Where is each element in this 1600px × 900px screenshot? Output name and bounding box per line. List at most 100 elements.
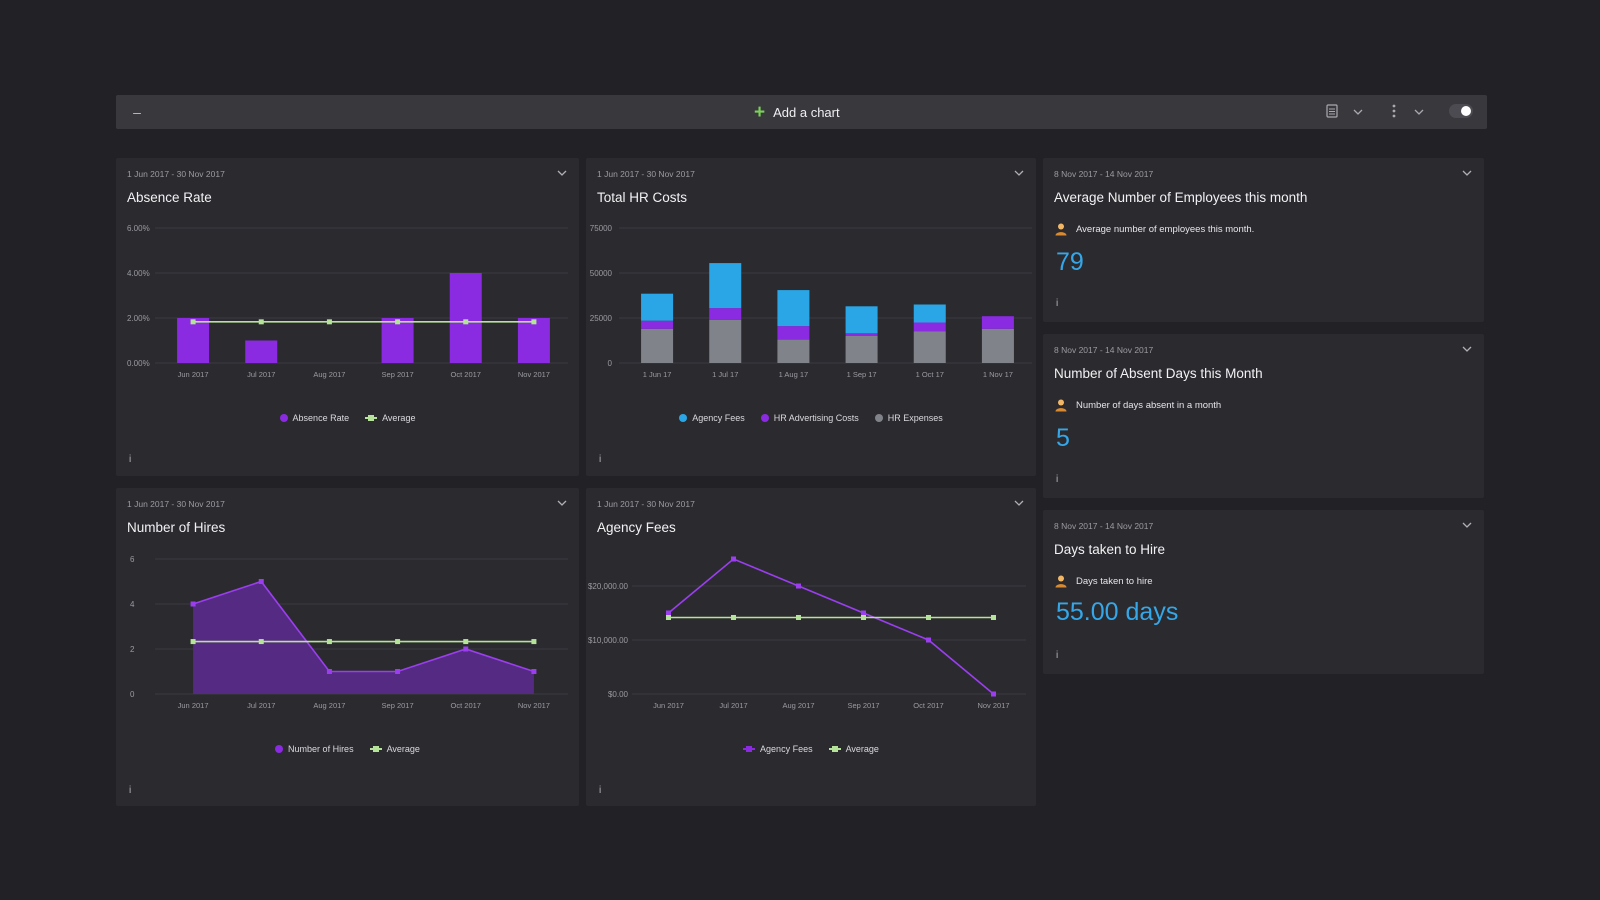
info-icon[interactable]: i <box>599 454 602 465</box>
document-icon[interactable] <box>1324 104 1340 120</box>
x-tick-label: Oct 2017 <box>451 701 481 710</box>
chevron-down-icon[interactable] <box>1013 497 1025 509</box>
date-range: 1 Jun 2017 - 30 Nov 2017 <box>597 169 695 179</box>
legend-label: HR Expenses <box>887 413 943 423</box>
info-icon[interactable]: i <box>129 785 132 796</box>
number-of-hires-card: 1 Jun 2017 - 30 Nov 2017 Number of Hires… <box>116 488 579 806</box>
card-title: Days taken to Hire <box>1054 542 1166 557</box>
absence-rate-bar <box>449 273 482 363</box>
toggle-switch[interactable] <box>1449 104 1473 118</box>
info-icon[interactable]: i <box>1056 474 1059 485</box>
card-title: Agency Fees <box>597 520 676 535</box>
chart-legend: Absence Rate Average <box>116 413 579 423</box>
agency-fees-point <box>666 610 671 616</box>
hr-advertising-costs-bar <box>845 333 878 336</box>
average-point <box>991 615 996 620</box>
legend-swatch <box>828 746 841 752</box>
more-vertical-icon[interactable] <box>1386 104 1402 120</box>
x-tick-label: Aug 2017 <box>313 701 345 710</box>
legend-item-average[interactable]: Average <box>369 744 420 754</box>
x-tick-label: Jun 2017 <box>178 701 209 710</box>
chart-legend: Agency Fees HR Advertising Costs HR Expe… <box>586 413 1036 423</box>
y-tick-label: 6.00% <box>127 224 150 233</box>
x-tick-label: Aug 2017 <box>313 370 345 379</box>
x-tick-label: Jul 2017 <box>247 701 275 710</box>
info-icon[interactable]: i <box>129 454 132 465</box>
x-tick-label: Nov 2017 <box>518 370 550 379</box>
chevron-down-icon[interactable] <box>556 167 568 179</box>
legend-item-agency-fees[interactable]: Agency Fees <box>679 413 745 423</box>
legend-item-hr-advertising-costs[interactable]: HR Advertising Costs <box>760 413 859 423</box>
x-tick-label: Nov 2017 <box>518 701 550 710</box>
x-tick-label: 1 Sep 17 <box>847 370 877 379</box>
legend-label: HR Advertising Costs <box>773 413 859 423</box>
agency-fees-point <box>731 556 736 562</box>
info-icon[interactable]: i <box>1056 650 1059 661</box>
average-point <box>926 615 931 620</box>
chevron-down-icon[interactable] <box>1013 167 1025 179</box>
legend-label: Average <box>845 744 879 754</box>
y-tick-label: 6 <box>130 555 135 564</box>
average-point <box>666 615 671 620</box>
y-tick-label: 50000 <box>590 269 613 278</box>
chevron-down-icon[interactable] <box>556 497 568 509</box>
date-range: 8 Nov 2017 - 14 Nov 2017 <box>1054 521 1154 531</box>
number-of-hires-point <box>463 646 469 652</box>
agency-fees-card: 1 Jun 2017 - 30 Nov 2017 Agency Fees $0.… <box>586 488 1036 806</box>
chevron-down-icon[interactable] <box>1461 167 1473 179</box>
legend-item-average[interactable]: Average <box>365 413 415 423</box>
x-tick-label: Sep 2017 <box>382 370 414 379</box>
date-range: 8 Nov 2017 - 14 Nov 2017 <box>1054 345 1154 355</box>
absent-days-card: 8 Nov 2017 - 14 Nov 2017 Number of Absen… <box>1043 334 1484 498</box>
agency-fees-point <box>861 610 866 616</box>
average-point <box>258 319 264 325</box>
x-tick-label: 1 Nov 17 <box>983 370 1013 379</box>
agency-fees-point <box>926 637 931 643</box>
legend-item-agency-fees[interactable]: Agency Fees <box>743 744 813 754</box>
chevron-down-icon[interactable] <box>1461 343 1473 355</box>
hr-advertising-costs-bar <box>641 320 674 329</box>
card-title: Number of Absent Days this Month <box>1054 366 1263 381</box>
x-tick-label: Jun 2017 <box>653 701 684 710</box>
y-tick-label: $10,000.00 <box>588 636 629 645</box>
chart-legend: Number of Hires Average <box>116 744 579 754</box>
legend-swatch <box>760 414 769 422</box>
legend-item-average[interactable]: Average <box>828 744 879 754</box>
legend-item-absence-rate[interactable]: Absence Rate <box>279 413 349 423</box>
average-point <box>531 319 537 325</box>
legend-label: Agency Fees <box>760 744 813 754</box>
number-of-hires-point <box>326 669 332 674</box>
chevron-down-icon[interactable] <box>1461 519 1473 531</box>
x-tick-label: Jul 2017 <box>247 370 275 379</box>
add-chart-button[interactable]: + Add a chart <box>754 102 840 122</box>
average-point <box>190 639 196 645</box>
date-range: 1 Jun 2017 - 30 Nov 2017 <box>597 499 695 509</box>
kpi-subtitle-row: Days taken to hire <box>1054 574 1153 588</box>
average-point <box>531 639 537 645</box>
agency-fees-bar <box>709 263 742 309</box>
info-icon[interactable]: i <box>599 785 602 796</box>
kpi-subtitle-row: Average number of employees this month. <box>1054 222 1254 236</box>
kpi-subtitle: Days taken to hire <box>1076 575 1153 587</box>
average-point <box>731 615 736 620</box>
add-chart-label: Add a chart <box>773 104 840 120</box>
plus-icon: + <box>754 101 766 123</box>
chevron-down-icon[interactable] <box>1411 104 1427 120</box>
card-title: Average Number of Employees this month <box>1054 190 1308 205</box>
kpi-value: 79 <box>1056 248 1084 276</box>
absence-rate-bar <box>177 318 210 363</box>
absence-rate-bar <box>245 340 278 363</box>
chevron-down-icon[interactable] <box>1350 104 1366 120</box>
legend-label: Average <box>386 744 420 754</box>
info-icon[interactable]: i <box>1056 298 1059 309</box>
legend-item-hr-expenses[interactable]: HR Expenses <box>874 413 943 423</box>
minus-icon[interactable]: – <box>133 104 141 120</box>
number-of-hires-point <box>395 669 401 674</box>
card-title: Number of Hires <box>127 520 226 535</box>
average-point <box>796 615 801 620</box>
legend-swatch <box>874 414 883 422</box>
legend-item-number-of-hires[interactable]: Number of Hires <box>275 744 354 754</box>
y-tick-label: 0.00% <box>127 359 150 368</box>
average-point <box>258 639 264 645</box>
absence-rate-card: 1 Jun 2017 - 30 Nov 2017 Absence Rate 0.… <box>116 158 579 476</box>
